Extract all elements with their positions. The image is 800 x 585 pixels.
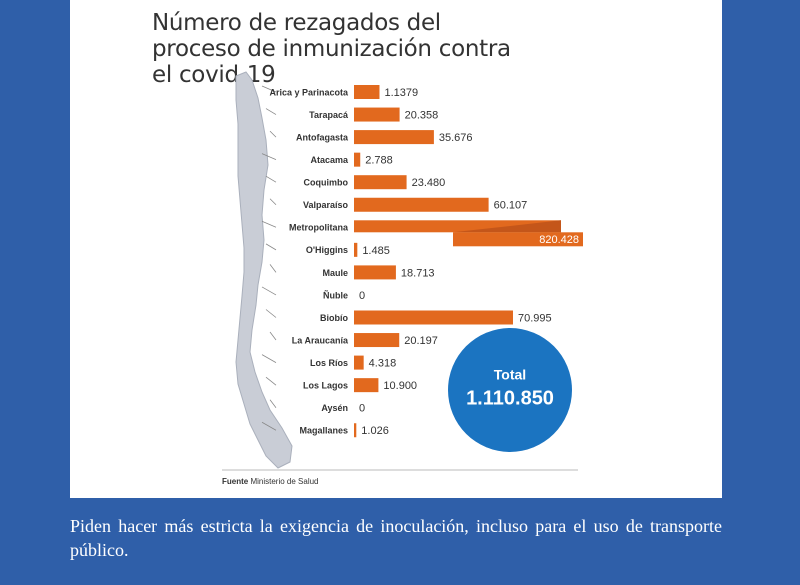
value-label: 0	[359, 403, 365, 415]
bar	[354, 175, 407, 190]
category-label: Atacama	[310, 155, 349, 165]
category-label: Biobío	[320, 313, 348, 323]
leader-line	[269, 399, 277, 408]
value-label: 4.318	[369, 358, 397, 370]
bar	[354, 85, 380, 99]
source-name: Ministerio de Salud	[250, 477, 318, 486]
bar	[354, 152, 361, 167]
leader-line	[261, 85, 277, 93]
category-label: Maule	[322, 268, 348, 278]
category-label: Los Lagos	[303, 381, 348, 391]
leader-line	[265, 243, 277, 251]
value-label: 23.480	[412, 177, 446, 189]
chart-title: Número de rezagados del proceso de inmun…	[152, 10, 511, 88]
bar	[354, 423, 357, 438]
bar	[354, 310, 513, 325]
bar	[354, 107, 400, 122]
bar	[354, 333, 400, 348]
category-label: Aysén	[321, 403, 348, 413]
value-label: 20.197	[404, 335, 438, 347]
category-label: O'Higgins	[306, 245, 348, 255]
category-label: Ñuble	[323, 290, 348, 300]
panel	[70, 0, 722, 498]
bar	[354, 242, 358, 257]
total-label: Total	[494, 367, 526, 383]
leader-line	[261, 220, 277, 228]
leader-line	[261, 286, 277, 296]
leader-line	[265, 175, 277, 183]
bar	[354, 355, 364, 370]
leader-line	[261, 421, 277, 431]
value-label: 820.428	[539, 234, 579, 246]
map	[235, 71, 293, 469]
category-label: Los Ríos	[310, 358, 348, 368]
caption: Piden hacer más estricta la exigencia de…	[70, 516, 722, 560]
value-label: 1.485	[362, 245, 390, 257]
category-label: Coquimbo	[304, 178, 349, 188]
bar	[354, 378, 379, 393]
leader-line	[261, 354, 277, 363]
source: Fuente Ministerio de Salud	[222, 477, 319, 486]
category-label: Valparaíso	[303, 200, 349, 210]
category-label: Metropolitana	[289, 223, 349, 233]
category-label: La Araucanía	[292, 335, 349, 345]
value-label: 18.713	[401, 267, 435, 279]
value-label: 60.107	[494, 200, 528, 212]
total-badge	[448, 328, 572, 452]
leader-line	[265, 376, 277, 386]
value-label: 0	[359, 290, 365, 302]
leader-line	[269, 264, 277, 273]
leader-line	[269, 331, 277, 341]
value-label: 1.1379	[384, 87, 418, 99]
value-label: 1.026	[361, 425, 389, 437]
bar	[453, 232, 583, 247]
category-label: Tarapacá	[309, 110, 349, 120]
value-label: 10.900	[383, 380, 417, 392]
category-label: Magallanes	[299, 426, 348, 436]
leader-line	[265, 309, 277, 318]
value-label: 35.676	[439, 132, 473, 144]
bar	[354, 265, 396, 280]
value-label: 2.788	[365, 155, 393, 167]
value-label: 70.995	[518, 312, 552, 324]
leader-line	[269, 130, 277, 138]
leader-line	[261, 153, 277, 161]
value-label: 20.358	[405, 109, 439, 121]
bar	[354, 130, 434, 145]
total-value: 1.110.850	[466, 387, 554, 409]
source-label: Fuente	[222, 477, 249, 486]
leader-line	[269, 198, 277, 206]
bar-break	[453, 220, 561, 233]
chart: Fuente Ministerio de Salud Total 1.110.8…	[222, 71, 583, 486]
leader-line	[265, 108, 277, 115]
category-label: Arica y Parinacota	[269, 87, 349, 97]
category-label: Antofagasta	[296, 132, 349, 142]
bar	[354, 197, 489, 212]
